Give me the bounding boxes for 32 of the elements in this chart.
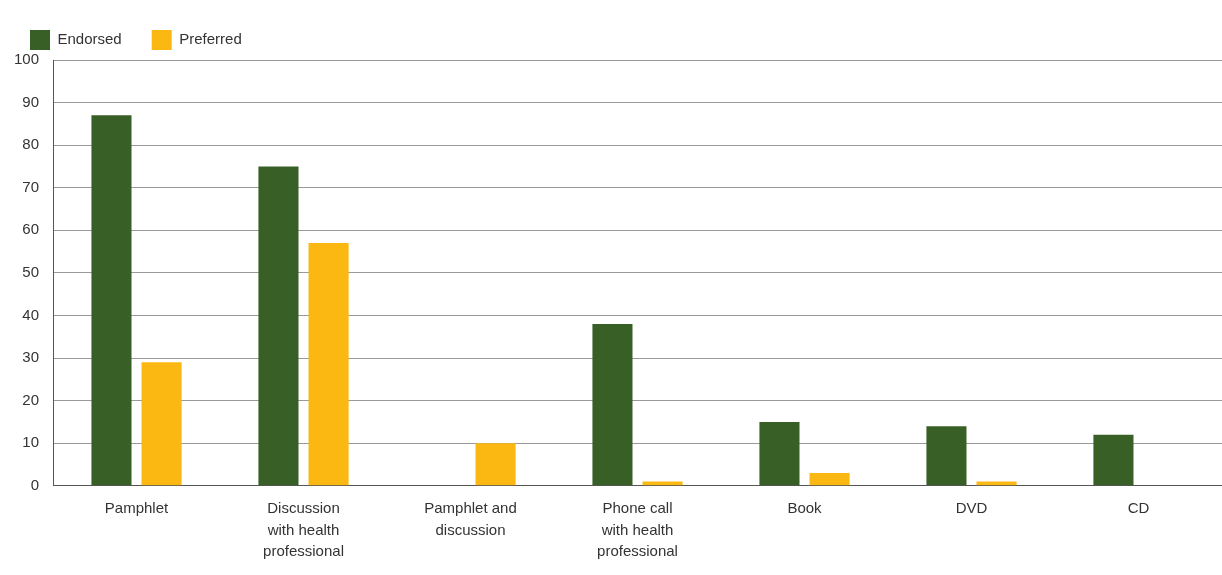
y-tick-label: 80 bbox=[22, 135, 40, 153]
y-tick-label: 50 bbox=[22, 263, 40, 281]
y-tick-label: 90 bbox=[22, 92, 40, 110]
bar bbox=[976, 481, 1017, 486]
y-tick-label: 0 bbox=[30, 475, 40, 493]
x-tick-label: Book bbox=[787, 498, 823, 516]
bar bbox=[1093, 434, 1134, 486]
y-tick-label: 20 bbox=[22, 390, 40, 408]
y-tick-label: 60 bbox=[22, 220, 40, 238]
bar bbox=[642, 481, 683, 486]
x-tick-label: Pamphlet and discussion bbox=[424, 498, 517, 538]
bar bbox=[759, 421, 800, 486]
y-tick-label: 10 bbox=[22, 433, 40, 451]
legend-label: Endorsed bbox=[57, 30, 122, 48]
y-tick-label: 100 bbox=[14, 50, 40, 68]
bar bbox=[91, 115, 132, 486]
y-tick-label: 70 bbox=[22, 177, 40, 195]
x-tick-label: Phone call with health professional bbox=[597, 498, 678, 560]
bar bbox=[308, 243, 349, 486]
y-tick-label: 30 bbox=[22, 348, 40, 366]
bar bbox=[258, 166, 299, 486]
bar bbox=[592, 323, 633, 486]
x-tick-label: DVD bbox=[955, 498, 988, 516]
legend-label: Preferred bbox=[179, 30, 242, 48]
y-tick-label: 40 bbox=[22, 305, 40, 323]
bar bbox=[475, 443, 516, 486]
x-tick-label: CD bbox=[1127, 498, 1150, 516]
x-tick-label: Discussion with health professional bbox=[263, 498, 344, 560]
x-tick-label: Pamphlet bbox=[104, 498, 170, 516]
bar bbox=[141, 362, 182, 486]
bar bbox=[809, 472, 850, 486]
bar bbox=[926, 426, 967, 486]
